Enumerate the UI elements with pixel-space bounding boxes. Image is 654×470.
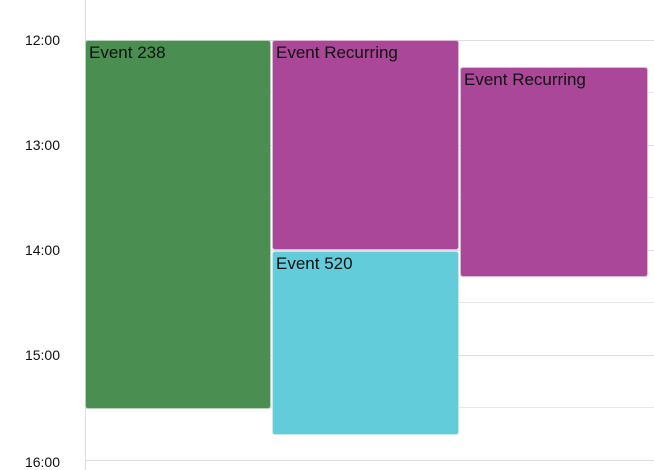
time-label-13: 13:00	[24, 137, 60, 153]
event-block[interactable]: Event 520	[272, 251, 459, 435]
time-label-16: 16:00	[24, 454, 60, 470]
event-block[interactable]: Event Recurring	[460, 67, 648, 277]
time-gutter: 12:00 13:00 14:00 15:00 16:00	[0, 0, 85, 470]
hour-gridline	[86, 250, 654, 251]
time-label-12: 12:00	[24, 32, 60, 48]
time-label-15: 15:00	[24, 347, 60, 363]
event-block[interactable]: Event Recurring	[272, 40, 459, 250]
event-block[interactable]: Event 238	[85, 40, 271, 409]
time-label-14: 14:00	[24, 242, 60, 258]
hour-gridline	[86, 460, 654, 461]
